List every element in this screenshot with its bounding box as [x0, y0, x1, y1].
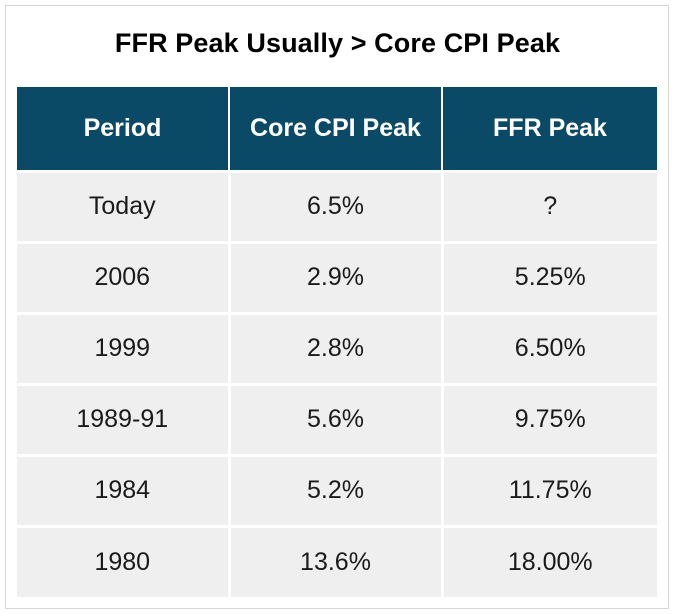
table-row: 2006 2.9% 5.25% — [17, 240, 657, 313]
cell-ffr-peak: 9.75% — [442, 382, 657, 455]
cell-core-cpi-peak: 2.8% — [229, 311, 444, 384]
cell-ffr-peak: 18.00% — [442, 524, 657, 597]
cell-core-cpi-peak: 2.9% — [229, 240, 444, 313]
cell-core-cpi-peak: 5.6% — [229, 382, 444, 455]
cell-period: 1980 — [17, 524, 231, 597]
cell-period: 1984 — [17, 453, 231, 526]
cell-ffr-peak: 5.25% — [442, 240, 657, 313]
cell-core-cpi-peak: 13.6% — [229, 524, 444, 597]
table-row: Today 6.5% ? — [17, 169, 657, 242]
header-core-cpi-peak: Core CPI Peak — [229, 87, 443, 171]
comparison-table: Period Core CPI Peak FFR Peak Today 6.5%… — [17, 87, 657, 597]
table-row: 1989-91 5.6% 9.75% — [17, 382, 657, 455]
cell-ffr-peak: ? — [442, 169, 657, 242]
header-ffr-peak: FFR Peak — [442, 87, 657, 171]
cell-core-cpi-peak: 6.5% — [229, 169, 444, 242]
cell-period: 1989-91 — [17, 382, 231, 455]
cell-ffr-peak: 11.75% — [442, 453, 657, 526]
cell-ffr-peak: 6.50% — [442, 311, 657, 384]
table-title: FFR Peak Usually > Core CPI Peak — [114, 28, 561, 58]
cell-period: 1999 — [17, 311, 231, 384]
header-row: Period Core CPI Peak FFR Peak — [17, 87, 657, 171]
cell-period: 2006 — [17, 240, 231, 313]
cell-period: Today — [17, 169, 231, 242]
table-row: 1999 2.8% 6.50% — [17, 311, 657, 384]
table-row: 1984 5.2% 11.75% — [17, 453, 657, 526]
table-row: 1980 13.6% 18.00% — [17, 524, 657, 597]
header-period: Period — [17, 87, 230, 171]
cell-core-cpi-peak: 5.2% — [229, 453, 444, 526]
